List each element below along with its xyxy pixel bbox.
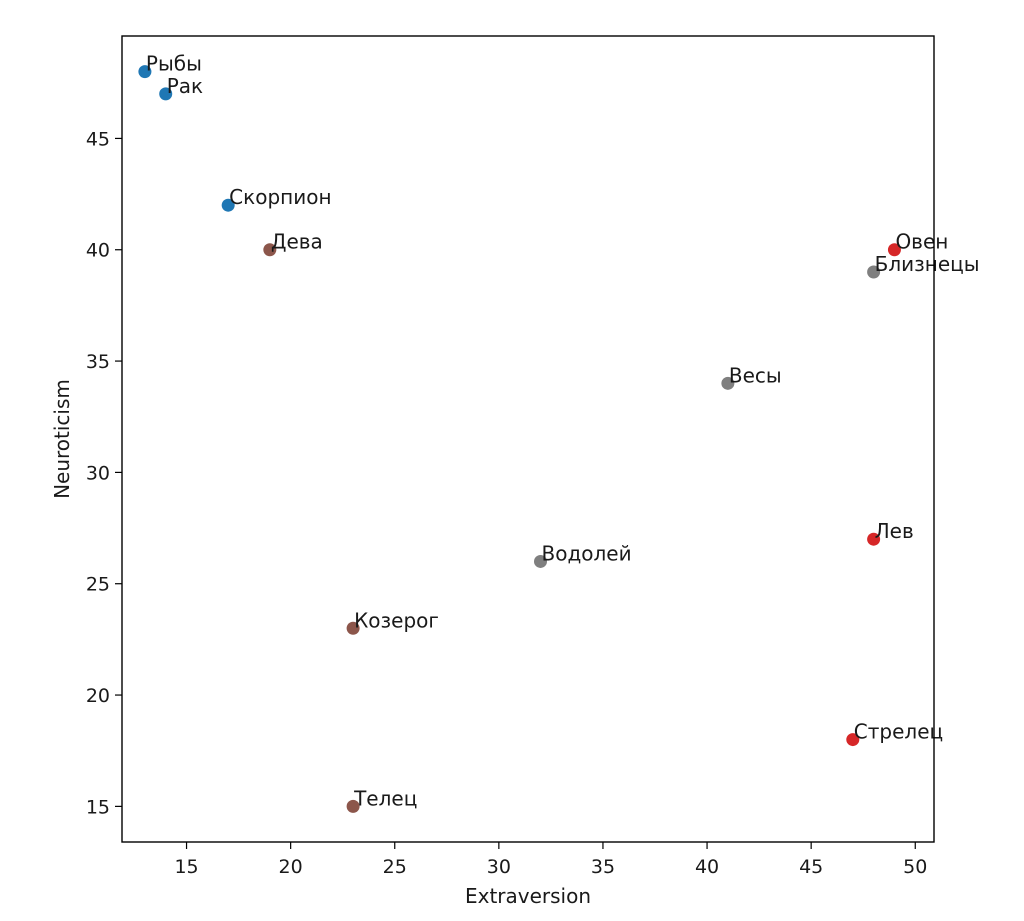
y-tick-label: 25 bbox=[86, 574, 110, 596]
y-tick-label: 15 bbox=[86, 796, 110, 818]
y-axis-ticks: 15 20 25 30 35 40 45 bbox=[86, 128, 122, 818]
data-point bbox=[533, 554, 547, 568]
data-point bbox=[221, 198, 235, 212]
data-point bbox=[346, 621, 360, 635]
x-tick-label: 20 bbox=[279, 856, 303, 878]
data-label: Весы bbox=[729, 363, 782, 387]
data-point bbox=[867, 532, 881, 546]
data-label: Водолей bbox=[541, 541, 631, 565]
data-point bbox=[138, 65, 152, 79]
data-label: Близнецы bbox=[875, 252, 980, 276]
x-tick-label: 50 bbox=[903, 856, 927, 878]
data-point bbox=[263, 243, 277, 257]
data-point bbox=[346, 799, 360, 813]
data-label: Телец bbox=[353, 786, 417, 810]
x-tick-label: 30 bbox=[487, 856, 511, 878]
data-label: Скорпион bbox=[229, 185, 331, 209]
data-label: Козерог bbox=[354, 608, 439, 632]
plot-frame bbox=[121, 35, 935, 843]
data-label: Овен bbox=[895, 230, 948, 254]
x-tick-label: 35 bbox=[591, 856, 615, 878]
x-tick-label: 15 bbox=[174, 856, 198, 878]
y-tick-label: 30 bbox=[86, 462, 110, 484]
y-tick-label: 20 bbox=[86, 685, 110, 707]
y-tick-label: 45 bbox=[86, 128, 110, 150]
data-point bbox=[887, 243, 901, 257]
x-tick-label: 45 bbox=[799, 856, 823, 878]
data-label: Дева bbox=[271, 230, 323, 254]
x-tick-label: 25 bbox=[383, 856, 407, 878]
data-points bbox=[138, 65, 901, 813]
y-tick-label: 35 bbox=[86, 351, 110, 373]
data-label: Стрелец bbox=[854, 720, 943, 744]
x-tick-label: 40 bbox=[695, 856, 719, 878]
data-point bbox=[867, 265, 881, 279]
data-label: Рыбы bbox=[146, 52, 202, 76]
data-point bbox=[159, 87, 173, 101]
data-point bbox=[721, 376, 735, 390]
y-axis-label: Neuroticism bbox=[50, 379, 74, 499]
y-tick-label: 40 bbox=[86, 240, 110, 262]
x-axis-label: Extraversion bbox=[465, 884, 591, 908]
data-point bbox=[846, 733, 860, 747]
data-label: Лев bbox=[875, 519, 914, 543]
data-label: Рак bbox=[167, 74, 203, 98]
x-axis-ticks: 15 20 25 30 35 40 45 50 bbox=[174, 842, 927, 878]
